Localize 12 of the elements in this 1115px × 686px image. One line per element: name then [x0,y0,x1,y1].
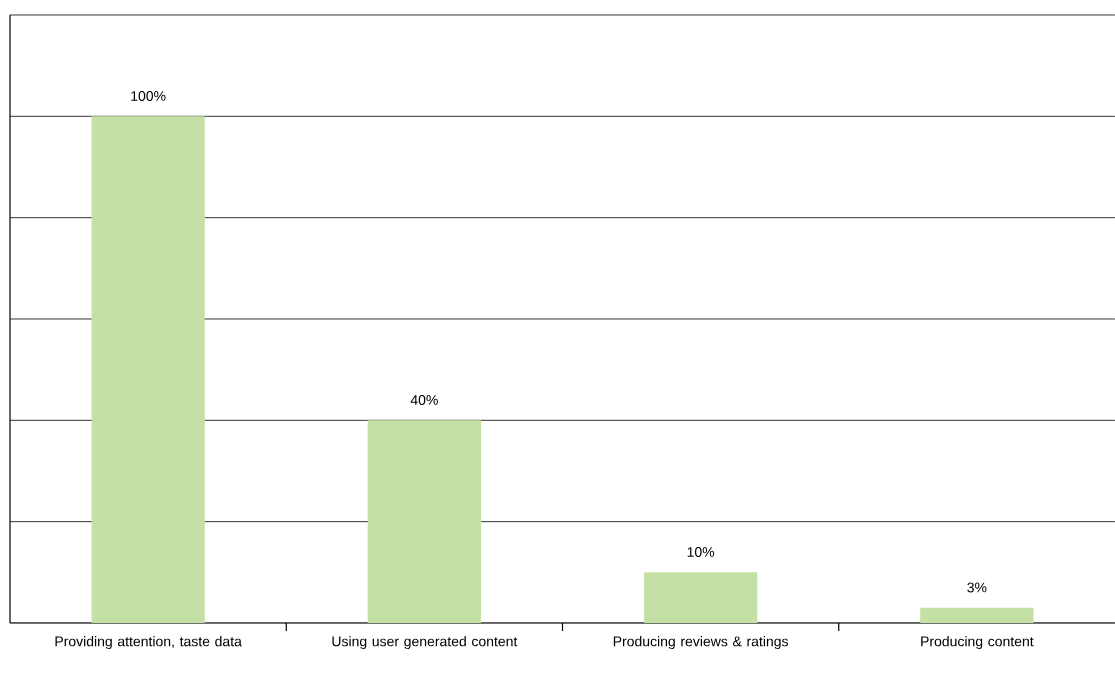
x-tick-label: Producing content [921,636,1034,650]
data-label: 10% [687,547,715,557]
x-tick-label: Producing reviews & ratings [613,636,788,650]
bar [643,572,758,623]
bar [920,607,1034,623]
bar [91,116,205,623]
bar [367,420,482,623]
data-label: 40% [410,395,438,405]
data-label: 100% [131,91,166,101]
x-tick-label: Providing attention, taste data [55,636,242,650]
data-label: 3% [967,582,987,593]
x-tick-label: Using user generated content [332,636,518,650]
